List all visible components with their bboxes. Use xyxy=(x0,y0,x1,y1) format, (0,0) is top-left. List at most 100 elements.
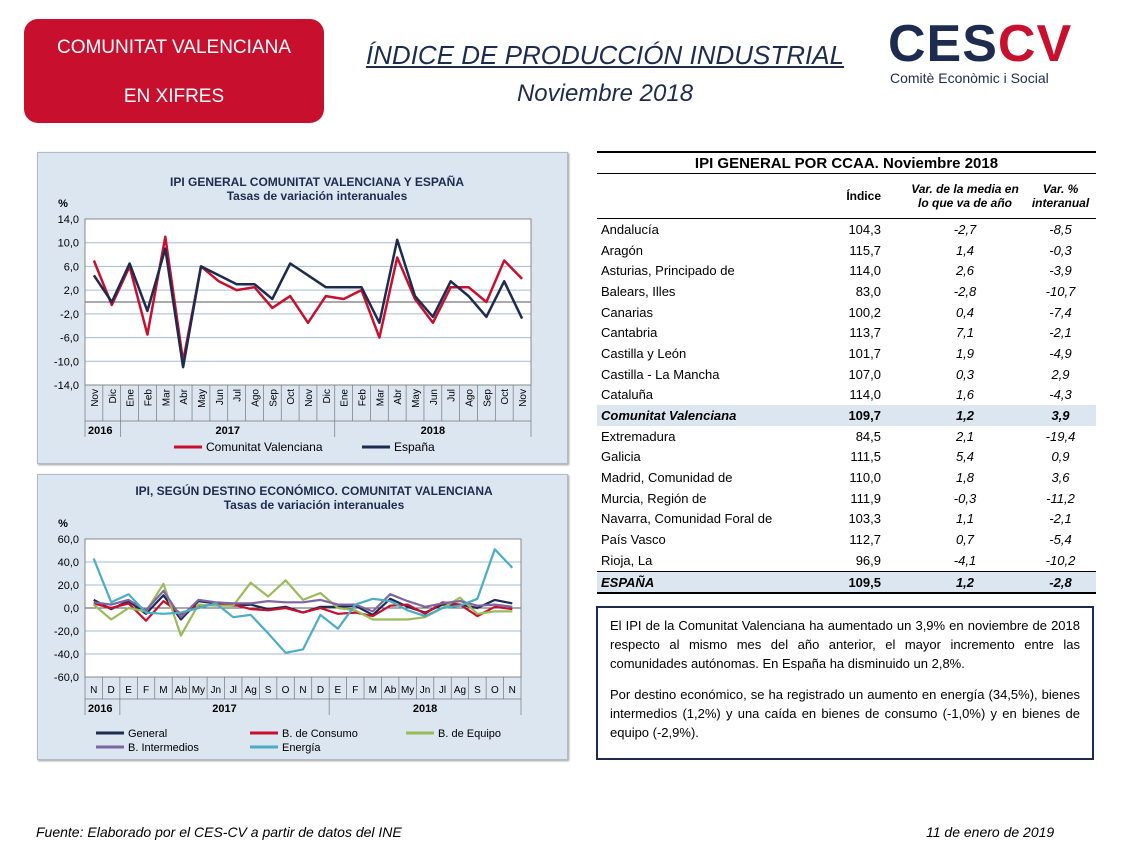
year-label: 2018 xyxy=(421,425,445,437)
region-name: Balears, Illes xyxy=(601,283,676,299)
region-name: Navarra, Comunidad Foral de xyxy=(601,511,773,527)
indice-value: 111,9 xyxy=(850,490,881,506)
x-tick-label: Ene xyxy=(340,389,351,407)
chart-subtitle: Tasas de variación interanuales xyxy=(224,498,405,512)
indice-value: 83,0 xyxy=(855,283,881,299)
x-tick-label: Jl xyxy=(439,685,446,696)
media-value: -0,3 xyxy=(953,490,977,506)
logo-mark-a: CES xyxy=(888,15,998,73)
y-tick-label: 40,0 xyxy=(58,557,79,569)
interanual-value: -11,2 xyxy=(1046,490,1075,506)
summary-paragraph-2: Por destino económico, se ha registrado … xyxy=(610,687,1080,740)
x-tick-label: Jl xyxy=(230,685,237,696)
year-label: 2016 xyxy=(88,425,112,437)
indice-value: 101,7 xyxy=(848,345,881,361)
y-tick-label: 2,0 xyxy=(64,285,79,297)
x-tick-label: Feb xyxy=(143,389,154,407)
x-tick-label: Ago xyxy=(250,389,261,407)
chart-ipi-general: IPI GENERAL COMUNITAT VALENCIANA Y ESPAÑ… xyxy=(37,152,568,464)
x-tick-label: Ag xyxy=(245,685,257,696)
table-row: Rioja, La 96,9 -4,1 -10,2 xyxy=(597,550,1096,571)
x-tick-label: Mar xyxy=(161,388,172,406)
x-tick-label: M xyxy=(369,685,377,696)
year-label: 2017 xyxy=(215,425,239,437)
y-axis-label: % xyxy=(58,518,68,530)
x-tick-label: Jn xyxy=(211,685,222,696)
plot-border xyxy=(84,218,532,386)
chart-title: IPI, SEGÚN DESTINO ECONÓMICO. COMUNITAT … xyxy=(135,483,493,498)
interanual-value: -10,7 xyxy=(1045,283,1076,299)
chart-subtitle: Tasas de variación interanuales xyxy=(227,189,408,203)
table-row: Canarias 100,2 0,4 -7,4 xyxy=(597,302,1096,323)
table-row: Castilla - La Mancha 107,0 0,3 2,9 xyxy=(597,364,1096,385)
legend-label: Comunitat Valenciana xyxy=(206,440,323,454)
col-indice: Índice xyxy=(821,173,905,219)
region-name: Extremadura xyxy=(601,428,676,444)
x-tick-label: E xyxy=(335,685,342,696)
x-tick-label: M xyxy=(159,685,167,696)
table-row-total: ESPAÑA 109,5 1,2 -2,8 xyxy=(597,570,1096,595)
media-value: 7,1 xyxy=(955,325,975,341)
y-tick-label: 10,0 xyxy=(58,238,79,250)
x-tick-label: Nov xyxy=(518,389,529,407)
indice-value: 96,9 xyxy=(855,552,881,568)
x-tick-label: E xyxy=(125,685,132,696)
indice-value: 103,3 xyxy=(848,511,881,527)
x-tick-label: Sep xyxy=(268,389,279,407)
y-tick-label: -6,0 xyxy=(60,333,79,345)
x-tick-label: May xyxy=(197,389,208,408)
interanual-value: -2,8 xyxy=(1025,570,1096,595)
interanual-value: -4,9 xyxy=(1049,345,1072,361)
region-name: Castilla - La Mancha xyxy=(601,366,720,382)
region-name: Comunitat Valenciana xyxy=(597,405,821,426)
media-value: 1,2 xyxy=(905,405,1025,426)
x-tick-label: My xyxy=(192,685,205,696)
table-title: IPI GENERAL POR CCAA. Noviembre 2018 xyxy=(597,151,1096,174)
x-tick-label: Ab xyxy=(175,685,188,696)
interanual-value: -4,3 xyxy=(1049,387,1072,403)
media-value: 1,2 xyxy=(905,570,1025,595)
page-subtitle: Noviembre 2018 xyxy=(516,80,694,107)
x-tick-label: Sep xyxy=(482,389,493,407)
region-name: Galicia xyxy=(601,449,641,465)
region-name: ESPAÑA xyxy=(597,570,821,595)
interanual-value: -19,4 xyxy=(1045,428,1076,444)
logo-mark-b: CV xyxy=(997,15,1073,73)
media-value: 2,6 xyxy=(955,263,975,279)
indice-value: 109,7 xyxy=(821,405,905,426)
legend-label: España xyxy=(394,440,435,454)
table-row: Andalucía 104,3 -2,7 -8,5 xyxy=(597,219,1096,240)
x-tick-label: Feb xyxy=(358,389,369,407)
interanual-value: -8,5 xyxy=(1049,221,1072,237)
region-name: Madrid, Comunidad de xyxy=(601,470,733,486)
legend-label: B. de Consumo xyxy=(282,728,358,740)
badge-line2: EN XIFRES xyxy=(123,86,225,107)
ccaa-table: IPI GENERAL POR CCAA. Noviembre 2018 Índ… xyxy=(597,151,1096,595)
indice-value: 100,2 xyxy=(848,304,881,320)
y-tick-label: -60,0 xyxy=(54,672,79,684)
year-label: 2016 xyxy=(88,703,112,715)
table-row: Galicia 111,5 5,4 0,9 xyxy=(597,447,1096,468)
col-media: Var. de la media en lo que va de año xyxy=(905,173,1025,219)
x-tick-label: N xyxy=(299,685,306,696)
media-value: -2,7 xyxy=(953,221,977,237)
x-tick-label: Nov xyxy=(304,389,315,407)
region-name: Cantabria xyxy=(601,325,658,341)
region-name: Canarias xyxy=(601,304,654,320)
region-name: Murcia, Región de xyxy=(601,490,707,506)
indice-value: 115,7 xyxy=(849,242,881,258)
table-row: Navarra, Comunidad Foral de 103,3 1,1 -2,1 xyxy=(597,509,1096,530)
indice-value: 104,3 xyxy=(848,221,881,237)
y-tick-label: -10,0 xyxy=(54,356,79,368)
y-tick-label: -14,0 xyxy=(54,380,79,392)
x-tick-label: Ab xyxy=(384,685,397,696)
media-value: 1,8 xyxy=(955,470,975,486)
indice-value: 114,0 xyxy=(849,387,881,403)
x-tick-label: O xyxy=(282,685,290,696)
series-line-espa-a xyxy=(92,238,524,369)
indice-value: 114,0 xyxy=(849,263,881,279)
interanual-value: -2,1 xyxy=(1049,325,1072,341)
x-tick-label: My xyxy=(401,685,414,696)
x-tick-label: Oct xyxy=(500,389,511,405)
indice-value: 110,0 xyxy=(849,470,881,486)
